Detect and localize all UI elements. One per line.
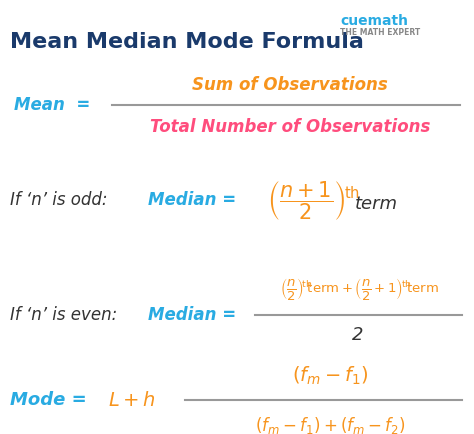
Text: If ‘n’ is odd:: If ‘n’ is odd:	[10, 191, 108, 209]
Text: $\mathit{L} + \mathit{h}$: $\mathit{L} + \mathit{h}$	[108, 391, 156, 410]
Text: 2: 2	[352, 326, 364, 344]
Text: $\mathit{(f_m - f_1)}$: $\mathit{(f_m - f_1)}$	[292, 365, 368, 387]
Text: $\left(\dfrac{n+1}{2}\right)^{\!\mathrm{th}}$: $\left(\dfrac{n+1}{2}\right)^{\!\mathrm{…	[267, 178, 360, 221]
Text: If ‘n’ is even:: If ‘n’ is even:	[10, 306, 117, 324]
Text: Median =: Median =	[148, 191, 236, 209]
Text: Total Number of Observations: Total Number of Observations	[150, 118, 430, 136]
Text: THE MATH EXPERT: THE MATH EXPERT	[340, 28, 420, 37]
Text: Mean  =: Mean =	[14, 96, 90, 114]
Text: $\left(\dfrac{n}{2}\right)^{\!\mathrm{th}}\!\!\mathrm{term} + \left(\dfrac{n}{2}: $\left(\dfrac{n}{2}\right)^{\!\mathrm{th…	[281, 276, 439, 302]
Text: cuemath: cuemath	[340, 14, 408, 28]
Text: Mode =: Mode =	[10, 391, 87, 409]
Text: term: term	[355, 195, 398, 213]
Text: $\mathit{(f_m - f_1) +(f_m - f_2)}$: $\mathit{(f_m - f_1) +(f_m - f_2)}$	[255, 414, 405, 434]
Text: Sum of Observations: Sum of Observations	[192, 76, 388, 94]
Text: Median =: Median =	[148, 306, 236, 324]
Text: Mean Median Mode Formula: Mean Median Mode Formula	[10, 32, 364, 52]
